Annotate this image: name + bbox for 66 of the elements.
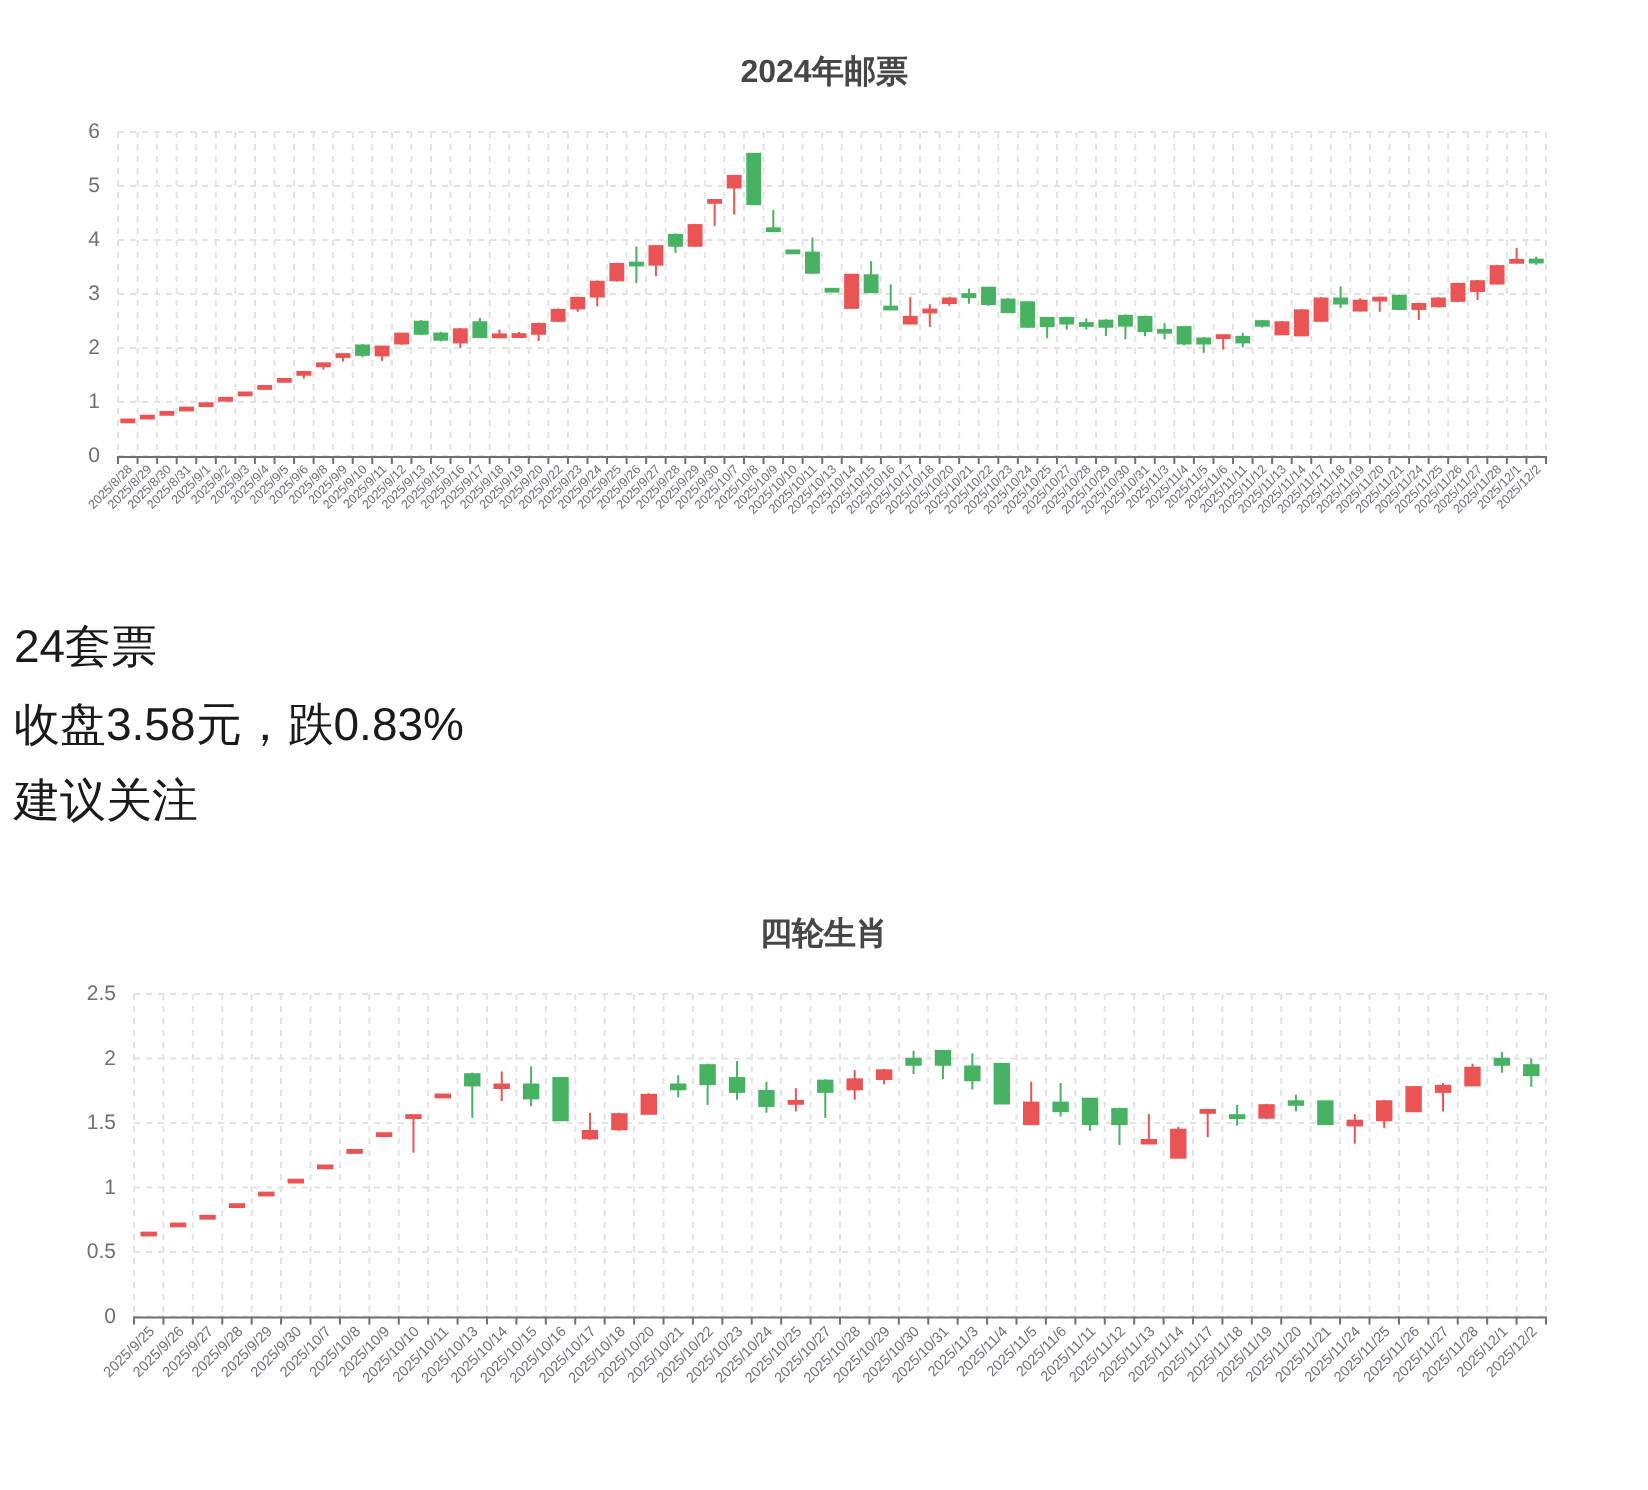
y-tick-label: 3	[88, 282, 101, 306]
candlestick	[452, 327, 468, 349]
candlestick	[1111, 1106, 1128, 1146]
candlestick	[707, 198, 723, 227]
candlestick	[552, 1077, 569, 1122]
candlestick	[1464, 1062, 1481, 1087]
candlestick	[1052, 1082, 1069, 1118]
candlestick	[728, 1060, 746, 1101]
candlestick	[1140, 1113, 1158, 1145]
candlestick	[817, 1078, 834, 1119]
y-tick-label: 1	[104, 1175, 117, 1200]
y-tick-label: 0.5	[86, 1240, 117, 1265]
candlestick	[844, 273, 860, 310]
candlestick	[1317, 1100, 1334, 1126]
candlestick	[1117, 313, 1133, 341]
text: 建议关注	[14, 774, 198, 826]
candlestick	[1313, 296, 1329, 323]
candlestick	[1434, 1082, 1452, 1113]
candlestick	[1170, 1125, 1187, 1159]
text: 24套票	[14, 620, 158, 672]
chart-title: 2024年邮票	[740, 54, 908, 90]
candlestick	[1523, 1057, 1540, 1088]
candlestick	[846, 1069, 863, 1101]
candlestick	[863, 260, 879, 294]
y-tick-label: 2	[88, 336, 101, 360]
candlestick	[1294, 308, 1309, 338]
candlestick	[758, 1080, 775, 1114]
candlestick	[589, 279, 605, 308]
candlestick	[522, 1065, 540, 1108]
y-tick-label: 2	[104, 1046, 117, 1071]
y-tick-label: 0	[104, 1304, 117, 1329]
y-tick-label: 1	[88, 390, 101, 414]
candlestick	[964, 1052, 981, 1091]
candlestick	[902, 296, 918, 326]
candlestick	[1199, 1107, 1216, 1139]
y-tick-label: 0	[88, 444, 101, 468]
candlestick	[1081, 1097, 1099, 1132]
candlestick	[787, 1087, 805, 1113]
candlestick	[640, 1092, 657, 1116]
y-tick-label: 6	[88, 120, 101, 144]
candlestick	[648, 244, 664, 278]
candlestick	[1333, 285, 1349, 310]
candlestick	[464, 1071, 481, 1119]
candlestick	[493, 1070, 510, 1103]
candlestick	[1228, 1103, 1246, 1127]
y-tick-label: 4	[88, 228, 101, 252]
candlestick	[934, 1049, 952, 1081]
candlestick	[804, 236, 820, 275]
text: 收盘3.58元，跌0.83%	[14, 698, 464, 750]
candlestick	[1023, 1080, 1040, 1126]
candlestick	[1376, 1098, 1393, 1130]
chart-title: 四轮生肖	[760, 916, 888, 952]
y-tick-label: 5	[88, 174, 101, 198]
candlestick	[1039, 316, 1055, 340]
candlestick	[765, 208, 781, 233]
candlestick	[1020, 300, 1036, 329]
candlestick	[405, 1114, 422, 1154]
candlestick	[581, 1111, 599, 1141]
y-tick-label: 2.5	[86, 982, 117, 1006]
candlestick	[699, 1062, 716, 1106]
y-tick-label: 1.5	[86, 1111, 117, 1136]
candlestick	[726, 174, 742, 216]
candlestick	[993, 1062, 1010, 1105]
candlestick	[905, 1049, 922, 1075]
candlestick	[1493, 1051, 1511, 1074]
candlestick	[1405, 1086, 1422, 1113]
